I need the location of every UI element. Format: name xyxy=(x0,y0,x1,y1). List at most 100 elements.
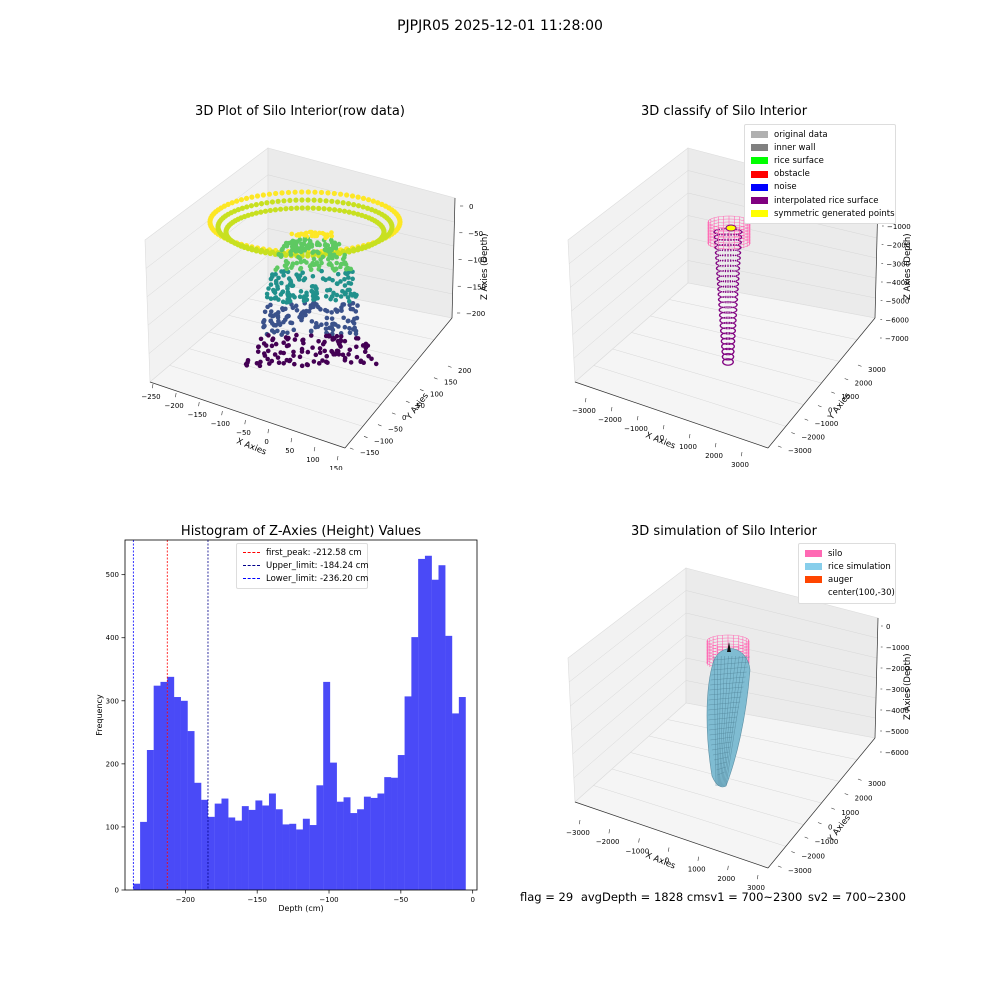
legend-swatch xyxy=(243,565,260,567)
histogram-x-tick-label: 0 xyxy=(470,896,474,904)
rice-surface-point xyxy=(727,358,729,360)
raw-y-tick-label: 0 xyxy=(402,414,406,422)
raw-z-tick-label: 0 xyxy=(469,203,473,211)
rice-surface-point xyxy=(727,295,729,298)
rice-surface-point xyxy=(738,263,740,266)
raw-point xyxy=(347,287,352,293)
raw-point xyxy=(375,200,381,206)
raw-point xyxy=(249,247,255,253)
rice-surface-point xyxy=(723,353,726,355)
rice-surface-point xyxy=(737,269,740,271)
classify-y-tick-label: −1000 xyxy=(815,420,839,428)
rice-surface-point xyxy=(725,295,727,298)
rice-surface-point xyxy=(719,290,721,292)
rice-surface-point xyxy=(724,276,727,278)
simulation-y-tick-mark xyxy=(831,807,835,810)
raw-axis-lines xyxy=(149,197,456,449)
raw-y-tick-label: 100 xyxy=(430,390,443,398)
raw-point xyxy=(349,193,356,199)
raw-point xyxy=(305,362,311,368)
raw-point xyxy=(244,363,250,368)
raw-point xyxy=(334,281,340,286)
rice-surface-point xyxy=(725,333,728,335)
rice-mesh-line xyxy=(716,655,718,787)
raw-z-tick-label: −100 xyxy=(468,257,487,265)
rice-surface-point xyxy=(727,300,729,303)
rice-surface-point xyxy=(735,310,737,313)
rice-surface-point xyxy=(721,291,723,293)
raw-point xyxy=(355,194,361,200)
rice-surface-point xyxy=(732,275,734,277)
rice-surface-point xyxy=(717,255,720,257)
legend-item: center(100,-30) xyxy=(805,587,895,600)
raw-point xyxy=(318,307,323,312)
rice-surface-point xyxy=(724,337,726,340)
rice-surface-point xyxy=(720,306,722,308)
raw-x-tick-mark xyxy=(152,383,154,389)
raw-point xyxy=(307,229,313,235)
rice-surface-point xyxy=(724,248,726,251)
simulation-x-tick-mark xyxy=(608,829,610,834)
classify-y-tick-mark xyxy=(857,364,862,367)
rice-mesh-line xyxy=(723,655,740,787)
rice-surface-point xyxy=(735,308,738,310)
rice-surface-point xyxy=(729,290,731,292)
rice-surface-point xyxy=(734,302,736,304)
simulation-y-tick-label: 1000 xyxy=(841,809,859,817)
raw-point xyxy=(311,359,317,364)
rice-surface-point xyxy=(727,337,729,339)
legend-swatch xyxy=(751,157,768,165)
histogram-bar xyxy=(262,805,270,890)
raw-y-tick-mark xyxy=(447,365,452,368)
rice-surface-point xyxy=(720,312,723,314)
legend-item: rice simulation xyxy=(805,560,891,573)
raw-point xyxy=(323,277,328,283)
histogram-reference-lines xyxy=(132,540,209,890)
rice-surface-point xyxy=(739,240,741,242)
raw-point xyxy=(320,341,326,347)
rice-mesh-line xyxy=(713,656,751,661)
raw-point xyxy=(239,205,246,211)
classify-y-tick-mark xyxy=(804,418,809,421)
raw-point xyxy=(326,206,333,212)
rice-surface-point xyxy=(737,238,740,240)
raw-point xyxy=(272,352,278,357)
rice-surface-point xyxy=(737,248,739,251)
raw-point xyxy=(288,252,294,257)
rice-surface-point xyxy=(721,296,723,298)
raw-point xyxy=(312,189,318,195)
grid-line xyxy=(572,237,689,335)
rice-surface-point xyxy=(725,328,727,330)
raw-x-tick-mark xyxy=(175,392,177,398)
grid-line xyxy=(248,298,435,340)
raw-y-tick-mark xyxy=(377,424,382,427)
simulation-z-tick-label: 0 xyxy=(886,623,890,631)
histogram-y-tick-label: 300 xyxy=(106,697,119,705)
raw-point xyxy=(262,208,269,214)
rice-surface-point xyxy=(735,313,737,316)
histogram-bar xyxy=(180,700,188,890)
raw-point xyxy=(292,337,298,342)
raw-y-tick-mark xyxy=(419,389,424,392)
raw-point xyxy=(351,321,357,326)
rice-surface-point xyxy=(716,233,718,235)
raw-point xyxy=(329,348,334,354)
raw-point xyxy=(327,252,333,258)
raw-point xyxy=(337,250,343,257)
raw-point xyxy=(245,212,251,218)
rice-surface-point xyxy=(727,281,729,283)
rice-surface-point xyxy=(724,260,726,262)
legend-item: symmetric generated points xyxy=(751,207,895,220)
raw-point xyxy=(329,233,335,239)
raw-point xyxy=(355,247,361,253)
raw-point xyxy=(329,263,334,268)
raw-point xyxy=(273,295,279,300)
histogram-legend: first_peak: -212.58 cm Upper_limit: -184… xyxy=(236,543,369,589)
rice-surface-point xyxy=(725,296,727,299)
classify-y-tick-label: 0 xyxy=(828,407,832,415)
simulation-x-tick-mark xyxy=(757,874,759,880)
raw-point xyxy=(333,266,339,272)
simulation-rice-surface xyxy=(706,648,751,788)
rice-surface-point xyxy=(725,326,728,329)
